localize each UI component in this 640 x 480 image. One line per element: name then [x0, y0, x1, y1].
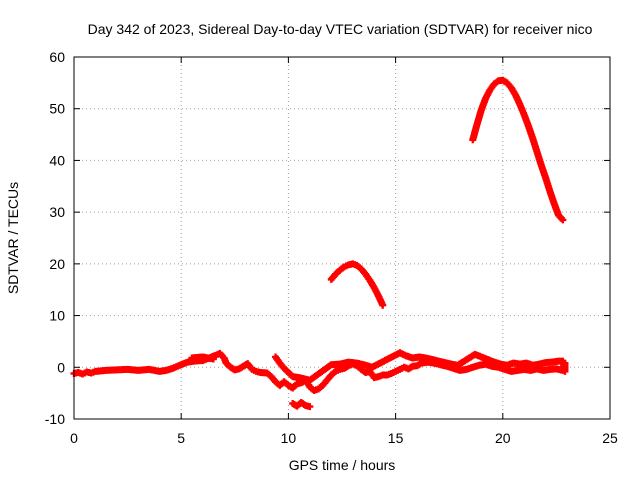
- y-tick-label: -10: [45, 411, 65, 427]
- y-tick-label: 10: [49, 308, 65, 324]
- series-dip: [289, 398, 314, 411]
- data-marks: [70, 76, 569, 411]
- y-tick-label: 20: [49, 256, 65, 272]
- x-tick-label: 25: [602, 430, 618, 446]
- x-tick-label: 10: [281, 430, 297, 446]
- x-tick-label: 20: [495, 430, 511, 446]
- y-tick-label: 0: [57, 359, 65, 375]
- data-point-marks: [327, 260, 387, 309]
- y-tick-label: 50: [49, 101, 65, 117]
- x-tick-label: 5: [177, 430, 185, 446]
- series-baseline-upper: [188, 349, 569, 384]
- plot-frame: [73, 56, 611, 420]
- grid: [74, 57, 610, 419]
- data-point-marks: [188, 349, 569, 384]
- data-point-marks: [289, 398, 314, 411]
- y-tick-label: 40: [49, 152, 65, 168]
- y-tick-label: 60: [49, 49, 65, 65]
- y-axis-label: SDTVAR / TECUs: [5, 182, 21, 294]
- chart-title: Day 342 of 2023, Sidereal Day-to-day VTE…: [88, 21, 593, 37]
- x-tick-label: 15: [388, 430, 404, 446]
- series-arc-20h: [469, 76, 567, 224]
- x-tick-label: 0: [70, 430, 78, 446]
- x-axis-label: GPS time / hours: [289, 457, 396, 473]
- series-arc-13h: [327, 260, 387, 309]
- data-point-marks: [469, 76, 567, 224]
- y-tick-label: 30: [49, 204, 65, 220]
- ticks: 0 5 10 15 20 25 -10 0 10 20 30 40 50 60: [45, 49, 618, 446]
